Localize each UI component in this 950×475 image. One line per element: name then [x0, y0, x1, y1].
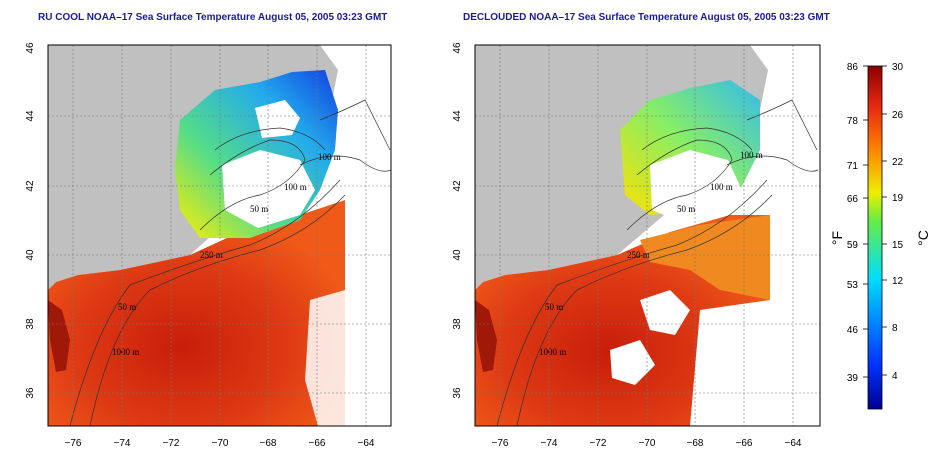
- right-bathymetry-contours: [496, 99, 819, 426]
- celsius-label: 19: [892, 193, 904, 204]
- celsius-label: 30: [892, 62, 904, 73]
- x-tick-label: −74: [541, 438, 558, 449]
- contour-label: 50 m: [677, 204, 695, 214]
- temperature-colorbar: 86 78 71 66 59 53 46 39 30 26 22 19 15 1…: [829, 62, 931, 410]
- left-map-frame: [47, 44, 392, 427]
- colorbar-ticks: [863, 65, 887, 378]
- contour-label: 1000 m: [539, 347, 566, 357]
- right-cloud-patch: [610, 340, 655, 385]
- celsius-unit-label: °C: [915, 230, 931, 246]
- contour-label: 100 m: [284, 182, 307, 192]
- y-tick-label: 46: [25, 42, 36, 54]
- x-tick-label: −70: [639, 438, 656, 449]
- left-contour-labels: 100 m 100 m 50 m 250 m 50 m 1000 m: [112, 152, 341, 357]
- left-map-title: RU COOL NOAA–17 Sea Surface Temperature …: [38, 12, 388, 23]
- contour-label: 100 m: [740, 150, 763, 160]
- right-map-title: DECLOUDED NOAA–17 Sea Surface Temperatur…: [463, 12, 830, 23]
- right-sst-orange-band: [640, 215, 770, 300]
- y-tick-label: 42: [452, 180, 463, 192]
- celsius-label: 15: [892, 240, 904, 251]
- contour-label: 50 m: [545, 302, 563, 312]
- y-tick-label: 40: [25, 249, 36, 261]
- fahrenheit-label: 66: [847, 194, 859, 205]
- y-tick-label: 38: [25, 318, 36, 330]
- x-tick-label: −74: [114, 438, 131, 449]
- celsius-label: 22: [892, 157, 904, 168]
- left-map-canvas: 100 m 100 m 50 m 250 m 50 m 1000 m: [48, 45, 391, 426]
- right-map-panel: 100 m 100 m 50 m 250 m 50 m 1000 m −76 −…: [452, 42, 821, 449]
- x-tick-label: −76: [492, 438, 509, 449]
- contour-label: 1000 m: [112, 347, 139, 357]
- right-map-frame: [474, 44, 821, 427]
- x-tick-label: −68: [260, 438, 277, 449]
- left-x-tick-labels: −76 −74 −72 −70 −68 −66 −64: [65, 438, 375, 449]
- right-chesapeake: [475, 300, 497, 372]
- left-y-tick-labels: 36 38 40 42 44 46: [25, 42, 36, 399]
- y-tick-label: 40: [452, 249, 463, 261]
- fahrenheit-label: 86: [847, 62, 859, 73]
- contour-label: 250 m: [627, 250, 650, 260]
- right-x-tick-labels: −76 −74 −72 −70 −68 −66 −64: [492, 438, 802, 449]
- x-tick-label: −68: [687, 438, 704, 449]
- contour-label: 100 m: [318, 152, 341, 162]
- celsius-label: 8: [892, 323, 898, 334]
- right-y-tick-labels: 36 38 40 42 44 46: [452, 42, 463, 399]
- left-cloud-patch: [305, 290, 345, 426]
- fahrenheit-unit-label: °F: [829, 231, 845, 245]
- fahrenheit-label: 53: [847, 280, 859, 291]
- right-contour-labels: 100 m 100 m 50 m 250 m 50 m 1000 m: [539, 150, 763, 357]
- celsius-label: 26: [892, 110, 904, 121]
- fahrenheit-labels: 86 78 71 66 59 53 46 39: [847, 62, 859, 384]
- right-cloud-patch: [700, 310, 770, 426]
- x-tick-label: −72: [590, 438, 607, 449]
- y-tick-label: 38: [452, 318, 463, 330]
- y-tick-label: 36: [452, 387, 463, 399]
- y-tick-label: 44: [452, 110, 463, 122]
- y-tick-label: 46: [452, 42, 463, 54]
- celsius-label: 4: [892, 371, 898, 382]
- fahrenheit-label: 39: [847, 373, 859, 384]
- y-tick-label: 36: [25, 387, 36, 399]
- right-cloud-patch: [650, 150, 742, 225]
- left-map-panel: 100 m 100 m 50 m 250 m 50 m 1000 m −76 −…: [25, 42, 392, 449]
- left-cloud-patch: [255, 100, 300, 138]
- left-bathymetry-contours: [69, 99, 391, 426]
- celsius-labels: 30 26 22 19 15 12 8 4: [892, 62, 904, 382]
- x-tick-label: −64: [358, 438, 375, 449]
- x-tick-label: −70: [212, 438, 229, 449]
- fahrenheit-label: 46: [847, 325, 859, 336]
- y-tick-label: 44: [25, 110, 36, 122]
- contour-label: 250 m: [200, 250, 223, 260]
- left-chesapeake: [48, 300, 70, 372]
- fahrenheit-label: 78: [847, 116, 859, 127]
- right-grid: [475, 45, 820, 426]
- x-tick-label: −64: [785, 438, 802, 449]
- left-cloud-patch: [222, 150, 315, 228]
- x-tick-label: −76: [65, 438, 82, 449]
- fahrenheit-label: 71: [847, 161, 859, 172]
- left-grid: [48, 45, 391, 426]
- y-tick-label: 42: [25, 180, 36, 192]
- contour-label: 100 m: [710, 182, 733, 192]
- celsius-label: 12: [892, 276, 904, 287]
- contour-label: 50 m: [250, 204, 268, 214]
- colorbar-gradient: [867, 65, 883, 410]
- right-map-canvas: 100 m 100 m 50 m 250 m 50 m 1000 m: [475, 45, 820, 426]
- fahrenheit-label: 59: [847, 240, 859, 251]
- x-tick-label: −72: [163, 438, 180, 449]
- x-tick-label: −66: [736, 438, 753, 449]
- x-tick-label: −66: [309, 438, 326, 449]
- contour-label: 50 m: [118, 302, 136, 312]
